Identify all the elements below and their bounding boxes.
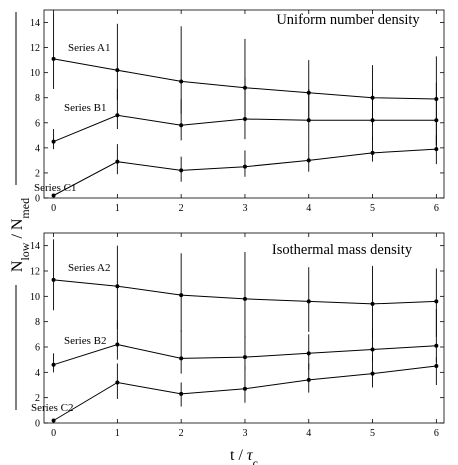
x-tick-label: 5 — [370, 428, 375, 439]
data-point — [179, 79, 184, 84]
data-point — [370, 301, 375, 306]
data-point — [242, 355, 247, 360]
y-tick-label: 14 — [30, 241, 40, 252]
data-point — [306, 299, 311, 304]
series-series-c2: Series C2 — [31, 355, 439, 423]
data-point — [306, 118, 311, 123]
series-series-c1: Series C1 — [34, 135, 439, 198]
y-tick-label: 8 — [35, 93, 40, 104]
y-tick-label: 8 — [35, 317, 40, 328]
data-point — [370, 150, 375, 155]
x-tick-label: 0 — [51, 428, 56, 439]
y-tick-label: 10 — [30, 292, 40, 303]
data-point — [370, 118, 375, 123]
data-point — [179, 123, 184, 128]
data-point — [370, 347, 375, 352]
x-tick-label: 4 — [306, 203, 311, 214]
y-tick-label: 2 — [35, 168, 40, 179]
x-tick-label: 3 — [242, 428, 247, 439]
plot-frame — [43, 9, 445, 199]
x-tick-label: 5 — [370, 203, 375, 214]
data-point — [115, 380, 120, 385]
data-point — [115, 68, 120, 73]
data-point — [306, 377, 311, 382]
data-point — [179, 168, 184, 173]
y-tick-label: 4 — [35, 368, 40, 379]
y-tick-label: 12 — [30, 267, 40, 278]
data-point — [242, 117, 247, 122]
x-tick-label: 1 — [115, 428, 120, 439]
data-point — [115, 342, 120, 347]
data-point — [434, 343, 439, 348]
series-label: Series A2 — [68, 262, 110, 274]
data-point — [242, 296, 247, 301]
panel-title: Uniform number density — [276, 12, 420, 28]
x-tick-label: 0 — [51, 203, 56, 214]
series-label: Series B2 — [64, 335, 106, 347]
y-tick-label: 12 — [30, 43, 40, 54]
data-point — [434, 147, 439, 152]
series-series-b1: Series B1 — [51, 77, 439, 150]
data-point — [306, 158, 311, 163]
data-point — [242, 386, 247, 391]
data-point — [179, 356, 184, 361]
data-point — [51, 139, 56, 144]
series-label: Series B1 — [64, 102, 106, 114]
y-tick-label: 14 — [30, 18, 40, 29]
x-axis-label: t / τc — [230, 447, 258, 465]
data-point — [179, 391, 184, 396]
series-label: Series A1 — [68, 42, 110, 54]
data-point — [434, 364, 439, 368]
data-point — [115, 159, 120, 164]
data-point — [370, 371, 375, 376]
data-point — [51, 56, 56, 61]
x-tick-label: 6 — [434, 203, 439, 214]
y-tick-label: 0 — [35, 419, 40, 430]
series-label: Series C1 — [34, 182, 76, 194]
data-point — [434, 299, 439, 304]
data-point — [179, 293, 184, 298]
y-tick-label: 2 — [35, 393, 40, 404]
y-tick-label: 6 — [35, 343, 40, 354]
plot-frame — [43, 232, 445, 424]
data-point — [51, 362, 56, 367]
x-tick-label: 2 — [179, 428, 184, 439]
x-tick-label: 4 — [306, 428, 311, 439]
series-label: Series C2 — [31, 402, 73, 414]
panel-title: Isothermal mass density — [272, 242, 413, 258]
data-point — [51, 418, 56, 423]
x-tick-label: 1 — [115, 203, 120, 214]
data-point — [51, 277, 56, 282]
y-tick-label: 10 — [30, 68, 40, 79]
x-tick-label: 6 — [434, 428, 439, 439]
data-point — [242, 164, 247, 169]
x-tick-label: 2 — [179, 203, 184, 214]
data-point — [306, 351, 311, 356]
y-axis-label: Nlow / Nmed — [9, 198, 32, 272]
y-tick-label: 4 — [35, 143, 40, 154]
y-tick-label: 6 — [35, 118, 40, 129]
series-series-b2: Series B2 — [51, 309, 439, 374]
data-point — [115, 284, 120, 289]
data-point — [51, 193, 56, 198]
y-tick-label: 0 — [35, 194, 40, 205]
data-point — [434, 118, 439, 123]
x-tick-label: 3 — [242, 203, 247, 214]
data-point — [115, 113, 120, 118]
